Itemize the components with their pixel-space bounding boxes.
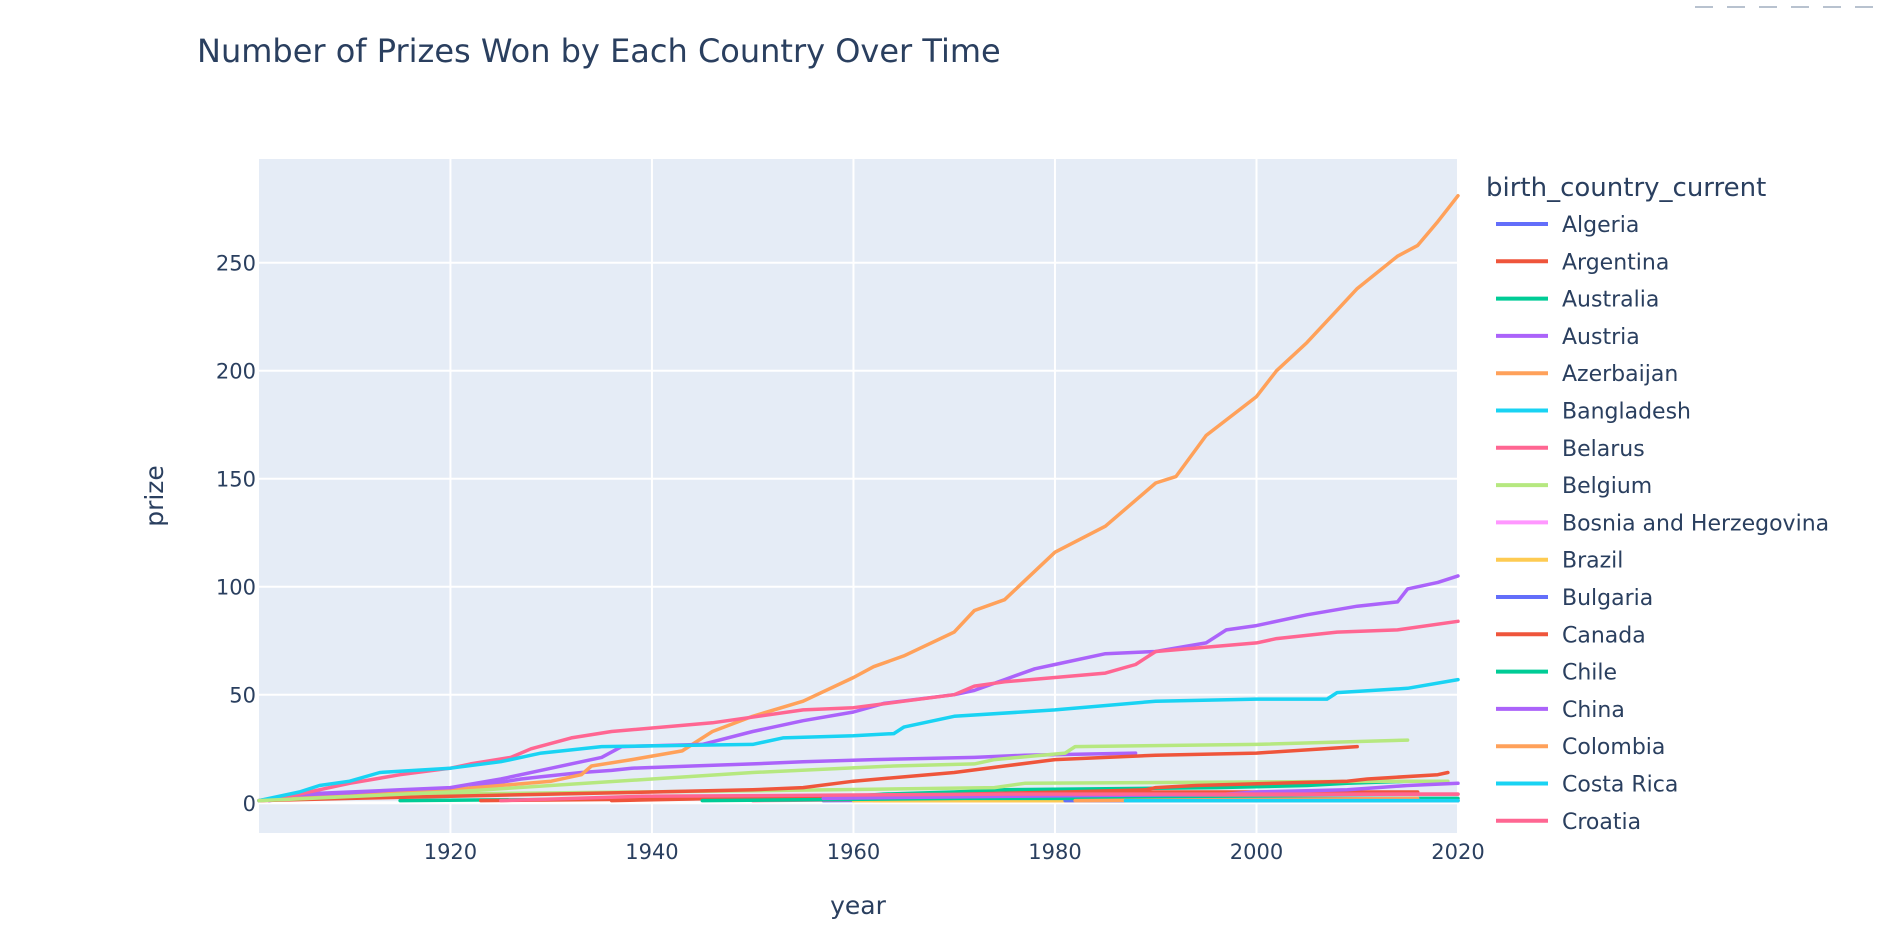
legend-label: Algeria	[1562, 213, 1639, 238]
x-gridlines	[449, 159, 1459, 833]
legend-label: Belarus	[1562, 437, 1645, 462]
x-tick-label: 1920	[424, 840, 477, 864]
plot-area[interactable]	[259, 159, 1458, 833]
series-line[interactable]	[257, 738, 1410, 803]
legend-item-brazil[interactable]: Brazil	[1496, 549, 1623, 574]
y-tick-label: 100	[216, 576, 256, 600]
legend-title: birth_country_current	[1486, 173, 1766, 203]
y-axis-title: prize	[140, 465, 169, 527]
legend-item-china[interactable]: China	[1496, 698, 1625, 723]
legend-label: Canada	[1562, 623, 1646, 648]
legend-label: Austria	[1562, 325, 1640, 350]
legend-item-austria[interactable]: Austria	[1496, 325, 1640, 350]
pan-icon[interactable]	[1759, 0, 1777, 8]
legend-label: Argentina	[1562, 250, 1669, 275]
x-tick-label: 2020	[1431, 840, 1484, 864]
legend-label: Brazil	[1562, 549, 1623, 574]
x-tick-label: 1940	[625, 840, 678, 864]
legend-label: China	[1562, 698, 1625, 723]
series-line[interactable]	[257, 677, 1460, 803]
y-tick-label: 200	[216, 360, 256, 384]
series-lines	[257, 193, 1460, 803]
y-tick-label: 50	[229, 684, 256, 708]
zoom-out-icon[interactable]	[1823, 0, 1841, 8]
y-tick-label: 0	[243, 792, 256, 816]
legend-label: Colombia	[1562, 735, 1665, 760]
legend-label: Azerbaijan	[1562, 362, 1678, 387]
legend-item-canada[interactable]: Canada	[1496, 623, 1646, 648]
x-tick-labels: 1920 1940 1960 1980 2000 2020	[424, 840, 1485, 864]
series-line[interactable]	[257, 744, 1359, 803]
y-tick-labels: 0 50 100 150 200 250	[216, 252, 256, 816]
legend-item-costa-rica[interactable]: Costa Rica	[1496, 773, 1678, 798]
y-tick-label: 150	[216, 468, 256, 492]
legend-label: Bangladesh	[1562, 400, 1691, 425]
series-line[interactable]	[257, 574, 1460, 803]
legend-item-bulgaria[interactable]: Bulgaria	[1496, 586, 1653, 611]
legend-label: Belgium	[1562, 474, 1652, 499]
legend-item-croatia[interactable]: Croatia	[1496, 810, 1641, 835]
legend-label: Croatia	[1562, 810, 1641, 835]
legend-item-bangladesh[interactable]: Bangladesh	[1496, 400, 1691, 425]
legend-item-belarus[interactable]: Belarus	[1496, 437, 1645, 462]
x-tick-label: 1960	[827, 840, 880, 864]
plot-modebar[interactable]	[1695, 0, 1873, 8]
series-line-china[interactable]	[821, 781, 1460, 801]
legend-item-algeria[interactable]: Algeria	[1496, 213, 1639, 238]
camera-icon[interactable]	[1695, 0, 1713, 8]
legend-label: Chile	[1562, 661, 1617, 686]
series-line-croatia[interactable]	[499, 792, 1460, 803]
legend-label: Bulgaria	[1562, 586, 1653, 611]
chart-title: Number of Prizes Won by Each Country Ove…	[197, 32, 1001, 70]
series-line[interactable]	[257, 193, 1460, 803]
legend-item-argentina[interactable]: Argentina	[1496, 250, 1669, 275]
x-tick-label: 2000	[1230, 840, 1283, 864]
x-tick-label: 1980	[1028, 840, 1081, 864]
y-gridlines	[259, 261, 1458, 805]
autoscale-icon[interactable]	[1855, 0, 1873, 8]
legend-label: Australia	[1562, 288, 1659, 313]
x-axis-title: year	[830, 891, 886, 920]
legend-item-azerbaijan[interactable]: Azerbaijan	[1496, 362, 1678, 387]
zoom-in-icon[interactable]	[1791, 0, 1809, 8]
legend-item-chile[interactable]: Chile	[1496, 661, 1617, 686]
legend-label: Bosnia and Herzegovina	[1562, 511, 1829, 536]
zoom-icon[interactable]	[1727, 0, 1745, 8]
legend-label: Costa Rica	[1562, 773, 1678, 798]
legend[interactable]: Algeria Argentina Australia Austria Azerbaij…	[1496, 213, 1829, 835]
y-tick-label: 250	[216, 252, 256, 276]
legend-item-bosnia-and-herzegovina[interactable]: Bosnia and Herzegovina	[1496, 511, 1829, 536]
legend-item-belgium[interactable]: Belgium	[1496, 474, 1652, 499]
legend-item-australia[interactable]: Australia	[1496, 288, 1659, 313]
legend-item-colombia[interactable]: Colombia	[1496, 735, 1665, 760]
